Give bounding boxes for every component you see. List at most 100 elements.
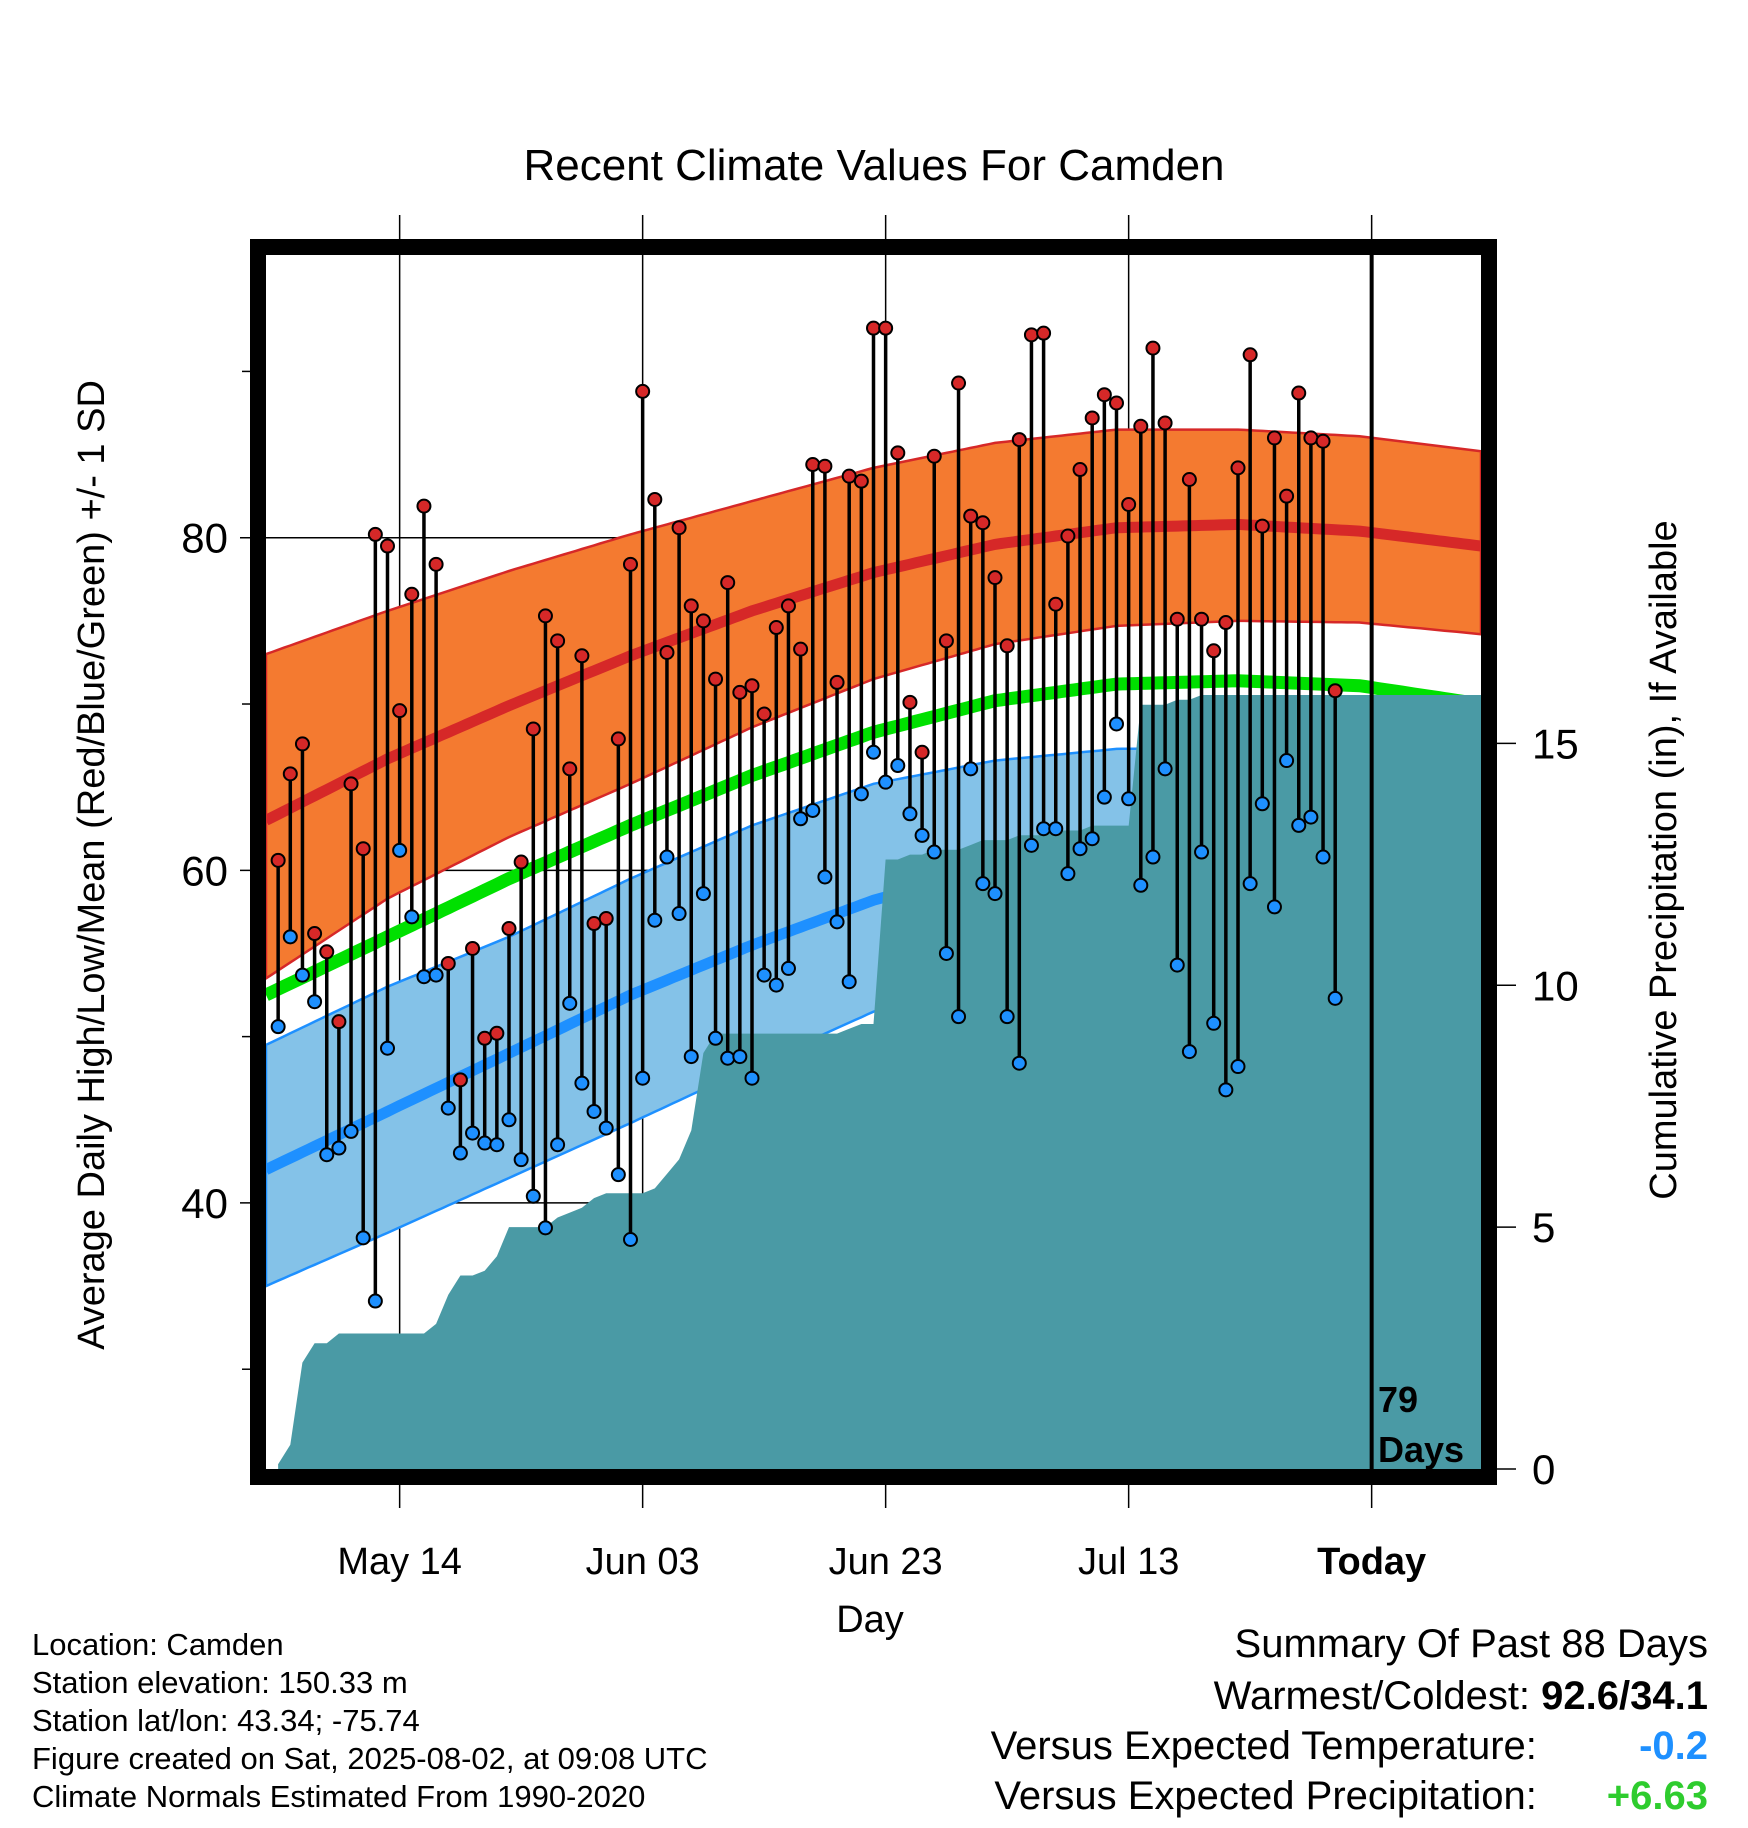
plot-frame	[250, 239, 1497, 1485]
low-point-62	[1023, 837, 1039, 853]
high-point-23	[550, 633, 566, 649]
low-point-17	[477, 1135, 493, 1151]
high-point-32	[659, 644, 675, 660]
low-point-29	[623, 1232, 638, 1248]
high-point-85	[1303, 430, 1319, 446]
low-point-33	[671, 906, 687, 922]
low-point-23	[550, 1137, 566, 1153]
y2-axis-label: Cumulative Precipitation (in), If Availa…	[1643, 520, 1685, 1199]
x-tick-label-2: Jun 23	[829, 1541, 943, 1583]
high-point-15	[452, 1072, 468, 1088]
low-point-46	[829, 914, 845, 930]
high-point-71	[1133, 418, 1149, 434]
cumulative-precip-area	[278, 695, 1481, 1469]
high-point-77	[1206, 643, 1222, 659]
low-point-68	[1096, 789, 1112, 805]
high-point-66	[1072, 462, 1088, 478]
high-point-74	[1169, 611, 1185, 627]
low-point-20	[513, 1152, 529, 1168]
high-point-67	[1084, 410, 1100, 426]
low-point-84	[1291, 817, 1307, 833]
low-point-81	[1254, 796, 1270, 812]
station-info: Location: Camden Station elevation: 150.…	[32, 1626, 708, 1816]
low-point-45	[817, 869, 833, 885]
plot-border	[250, 239, 1497, 1485]
x-tick-label-1: Jun 03	[586, 1541, 700, 1583]
low-point-2	[294, 967, 310, 983]
high-point-42	[780, 598, 796, 614]
temperature-anomaly-label: Versus Expected Temperature:	[990, 1724, 1537, 1768]
x-tick-label-0: May 14	[337, 1541, 462, 1583]
y2-tick-label-10: 10	[1532, 962, 1579, 1009]
low-point-34	[683, 1049, 699, 1065]
low-point-67	[1084, 831, 1100, 847]
low-point-11	[404, 909, 420, 925]
low-point-43	[793, 811, 809, 827]
high-point-38	[732, 684, 748, 700]
low-point-80	[1242, 876, 1258, 892]
low-point-72	[1145, 849, 1161, 865]
low-point-79	[1230, 1059, 1246, 1075]
high-point-49	[866, 320, 881, 336]
high-point-26	[586, 916, 602, 932]
high-point-57	[963, 508, 979, 524]
low-point-36	[708, 1030, 724, 1046]
y2-tick-label-15: 15	[1532, 720, 1579, 767]
high-point-48	[853, 473, 869, 489]
station-location: Location: Camden	[32, 1627, 284, 1662]
low-point-73	[1157, 761, 1173, 777]
precipitation-anomaly-value: +6.63	[1606, 1774, 1708, 1818]
high-point-0	[270, 852, 286, 868]
high-point-28	[610, 731, 626, 747]
low-point-86	[1315, 849, 1331, 865]
low-point-13	[428, 967, 444, 983]
high-point-2	[294, 736, 310, 752]
high-point-33	[671, 520, 687, 536]
figure-created: Figure created on Sat, 2025-08-02, at 09…	[32, 1741, 708, 1776]
low-point-8	[367, 1293, 383, 1309]
low-point-24	[562, 995, 578, 1011]
low-point-35	[695, 886, 711, 902]
climate-normals-period: Climate Normals Estimated From 1990-2020	[32, 1779, 646, 1814]
temperature-anomaly-value: -0.2	[1639, 1724, 1708, 1768]
warmest-coldest-value: 92.6/34.1	[1541, 1674, 1708, 1718]
low-point-69	[1109, 716, 1124, 732]
high-point-83	[1279, 488, 1295, 504]
low-point-51	[890, 758, 906, 774]
low-point-53	[914, 827, 930, 843]
high-point-20	[513, 854, 529, 870]
low-point-60	[999, 1009, 1015, 1025]
low-point-30	[635, 1070, 651, 1086]
y-tick-label-60: 60	[181, 847, 228, 894]
low-point-1	[282, 929, 298, 945]
low-point-70	[1121, 791, 1137, 807]
low-point-61	[1011, 1055, 1027, 1071]
low-point-56	[951, 1009, 967, 1025]
low-point-27	[598, 1120, 614, 1136]
warmest-coldest-label: Warmest/Coldest:	[1213, 1674, 1531, 1718]
low-point-82	[1266, 899, 1282, 915]
high-point-79	[1230, 460, 1246, 476]
low-point-14	[440, 1100, 456, 1116]
low-point-55	[938, 945, 954, 961]
high-point-16	[465, 940, 481, 956]
high-point-19	[501, 921, 517, 937]
high-point-7	[355, 841, 371, 857]
high-point-36	[708, 671, 724, 687]
high-point-72	[1145, 340, 1161, 356]
high-point-18	[489, 1025, 505, 1041]
high-point-45	[817, 458, 833, 474]
x-tick-label-4: Today	[1317, 1541, 1426, 1583]
high-point-39	[744, 678, 760, 694]
high-point-9	[380, 538, 395, 554]
high-point-29	[623, 556, 638, 572]
high-point-58	[975, 515, 991, 531]
low-point-4	[319, 1147, 335, 1163]
summary-temperature: Versus Expected Temperature: -0.2	[991, 1724, 1708, 1769]
low-point-42	[780, 960, 796, 976]
high-point-69	[1109, 395, 1124, 411]
y2-tick-label-5: 5	[1532, 1204, 1555, 1251]
high-point-47	[841, 468, 857, 484]
low-point-78	[1218, 1082, 1234, 1098]
